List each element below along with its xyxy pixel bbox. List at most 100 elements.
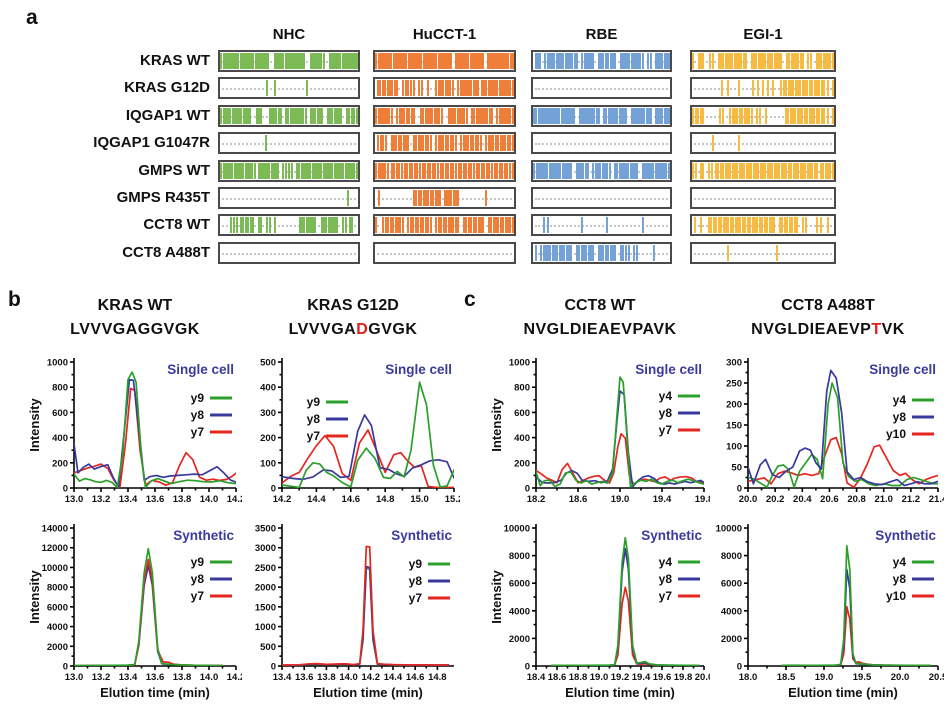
detection-tick [385,135,388,152]
detection-tick [398,107,401,124]
detection-tick [787,162,790,179]
mutated-residue: D [356,321,369,338]
detection-tick [801,162,804,179]
detection-tick [342,162,345,179]
detection-tick [700,53,703,69]
detection-tick [799,107,802,124]
detection-tick [698,53,701,69]
detection-tick [589,107,592,124]
detection-tick [641,217,644,234]
detection-tick [412,135,415,152]
detection-tick [321,217,324,234]
detection-tick [479,135,482,152]
detection-tick [406,162,409,179]
detection-tick [386,107,389,124]
detection-tick [556,107,559,124]
detection-tick [639,107,642,124]
sample-type-label: Synthetic [391,528,452,543]
legend-label-y4: y4 [893,393,907,407]
detection-tick [605,217,608,234]
legend-label-y7: y7 [307,429,321,443]
detection-tick [413,53,416,69]
detection-tick [766,162,769,179]
detection-tick [737,80,740,97]
detection-tick [823,107,826,124]
detection-tick [742,53,745,69]
detection-tick [349,53,352,69]
detection-tick [719,107,722,124]
detection-tick [757,162,760,179]
detection-tick [570,162,573,179]
detection-tick [492,135,495,152]
detection-tick [490,53,493,69]
detection-tick [303,217,306,234]
baseline-dotted-line [222,198,356,200]
detection-tick [663,53,666,69]
y-tick-label: 800 [52,383,68,394]
detection-tick [302,107,305,124]
detection-tick [597,53,600,69]
detection-tick [407,53,410,69]
detection-tick [384,107,387,124]
detection-tick [584,162,587,179]
detection-tick [256,53,259,69]
detection-tick [305,80,308,97]
detection-tick [375,162,378,179]
detection-tick [722,53,725,69]
detection-tick [436,107,439,124]
detection-tick [702,53,705,69]
detection-tick [452,190,455,206]
detection-tick [414,217,417,234]
detection-tick [382,162,385,179]
detection-tick [276,53,279,69]
detection-tick [789,80,792,97]
detection-tick [558,107,561,124]
detection-tick [715,217,718,234]
column-header-rbe: RBE [585,26,618,43]
x-tick-label: 13.4 [119,672,138,683]
detection-tick [395,162,398,179]
detection-tick [729,217,732,234]
detection-tick [604,244,607,261]
detection-tick [667,162,670,179]
y-tick-label: 500 [260,358,276,369]
detection-tick [708,217,711,234]
detection-tick [717,162,720,179]
detection-tick [506,162,509,179]
detection-tick [578,162,581,179]
peptide-sequence: NVGLDIEAEVPTVK [712,318,944,342]
detection-tick [230,217,233,234]
detection-tick [444,80,447,97]
detection-tick [771,53,774,69]
detection-tick [801,53,804,69]
y-tick-label: 400 [52,433,68,444]
baseline-dotted-line [377,143,512,146]
detection-tick [509,80,512,97]
detection-tick [776,244,779,261]
detection-tick [785,80,788,97]
detection-tick [799,53,802,69]
x-tick-label: 20.0 [739,494,758,505]
x-tick-label: 13.4 [273,672,292,683]
legend: y9 y8 y7 [191,391,232,439]
legend: y4 y8 y10 [886,555,934,603]
detection-tick [442,80,445,97]
detection-tick [665,53,668,69]
detection-tick [806,162,809,179]
detection-tick [506,217,509,234]
detection-tick [661,107,664,124]
detection-tick [303,53,306,69]
detection-tick [396,80,399,97]
chart-title-cct8-wt: CCT8 WT NVGLDIEAEVPAVK [490,294,710,342]
detection-tick [473,53,476,69]
peptide-sequence: LVVVGADGVGK [246,318,460,342]
detection-tick [462,135,465,152]
detection-tick [407,80,410,97]
legend: y9 y8 y7 [191,555,232,603]
detection-tick [457,190,460,206]
detection-tick [265,53,268,69]
detection-tick [240,107,243,124]
detection-tick [335,107,338,124]
series-y9 [74,547,224,666]
detection-tick [470,162,473,179]
